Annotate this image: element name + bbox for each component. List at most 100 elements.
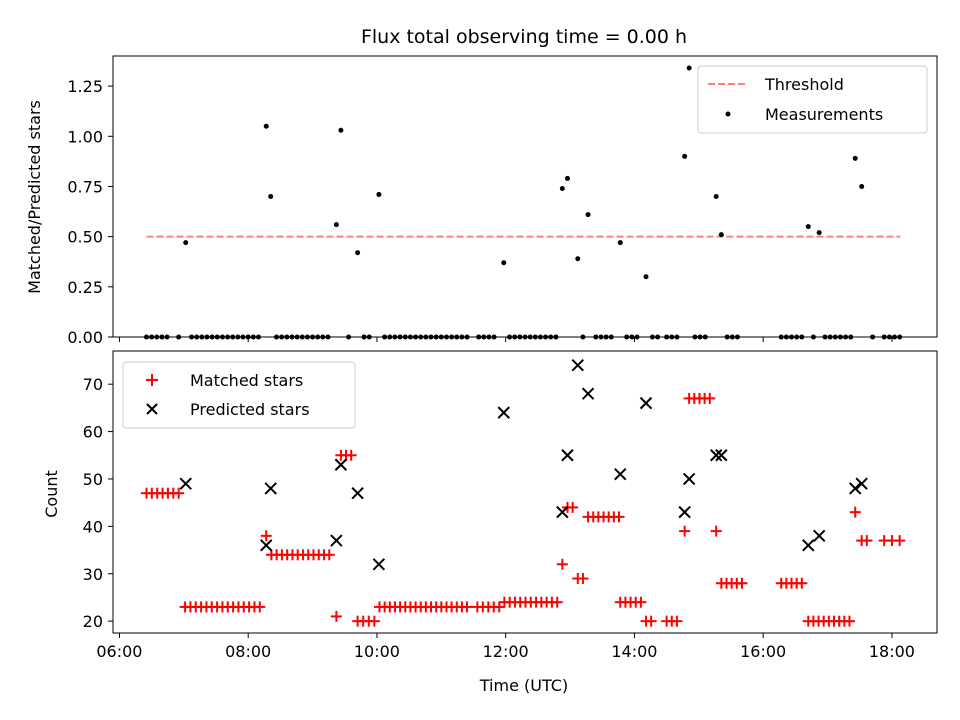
matched-star-marker (556, 558, 568, 570)
top-y-tick-label: 0.00 (67, 328, 103, 347)
predicted-star-marker (614, 468, 627, 481)
matched-star-marker (645, 615, 657, 627)
predicted-star-marker (849, 482, 862, 495)
legend-matched-swatch (146, 374, 158, 386)
matched-star-marker (323, 549, 335, 561)
bottom-x-tick-label: 10:00 (354, 642, 400, 661)
legend-threshold-label: Threshold (764, 75, 844, 94)
predicted-star-marker (556, 505, 569, 519)
measurement-point (585, 212, 591, 218)
matched-star-marker (260, 530, 272, 542)
bottom-y-tick-label: 60 (83, 423, 103, 442)
bottom-x-tick-label: 12:00 (483, 642, 529, 661)
predicted-star-marker (351, 486, 364, 500)
matched-star-marker (843, 615, 855, 627)
measurement-point (718, 232, 724, 238)
legend-predicted-label: Predicted stars (190, 400, 310, 419)
predicted-star-marker (334, 458, 348, 471)
predicted-star-marker (855, 477, 868, 490)
bottom-legend: Matched stars Predicted stars (122, 361, 356, 429)
predicted-star-marker (497, 406, 510, 419)
predicted-star-marker (372, 558, 386, 571)
top-y-tick-label: 0.25 (67, 278, 103, 297)
bottom-y-tick-label: 40 (83, 517, 103, 536)
measurement-point (617, 240, 623, 246)
matched-star-marker (577, 572, 589, 584)
predicted-star-marker (682, 472, 696, 486)
matched-star-marker (330, 610, 342, 622)
measurement-point (805, 224, 811, 230)
predicted-star-marker (715, 449, 728, 462)
predicted-star-marker (581, 387, 595, 400)
measurement-point (643, 274, 649, 280)
predicted-star-marker (678, 505, 691, 519)
predicted-star-marker (639, 396, 653, 410)
matched-star-marker (849, 506, 861, 518)
measurement-point (852, 155, 858, 161)
predicted-star-marker (179, 477, 192, 490)
top-y-tick-label: 1.25 (67, 77, 103, 96)
matched-star-marker (679, 525, 691, 537)
matched-star-marker (635, 596, 647, 608)
matched-star-marker (173, 487, 185, 499)
measurement-point (376, 191, 382, 197)
bottom-x-tick-label: 08:00 (225, 642, 271, 661)
measurement-point (333, 222, 339, 228)
matched-star-marker (710, 525, 722, 537)
top-plot-area (143, 65, 903, 340)
measurement-point (559, 185, 565, 191)
matched-star-marker (461, 601, 473, 613)
measurement-point (575, 256, 581, 262)
bottom-x-tick-label: 06:00 (96, 642, 142, 661)
bottom-legend-frame (122, 361, 356, 429)
matched-star-marker (671, 615, 683, 627)
matched-star-marker (861, 535, 873, 547)
top-y-tick-label: 0.75 (67, 177, 103, 196)
bottom-y-tick-label: 30 (83, 565, 103, 584)
measurement-point (338, 127, 344, 133)
measurement-point (268, 194, 274, 199)
top-y-axis-label: Matched/Predicted stars (25, 100, 44, 294)
predicted-star-marker (561, 449, 574, 462)
matched-star-marker (345, 449, 357, 461)
measurement-point (263, 123, 269, 129)
bottom-x-tick-label: 14:00 (611, 642, 657, 661)
matched-star-marker (254, 601, 266, 613)
measurement-point (859, 183, 865, 189)
bottom-x-tick-label: 16:00 (740, 642, 786, 661)
matched-star-marker (704, 392, 716, 404)
measurement-point (682, 153, 688, 159)
predicted-star-marker (709, 449, 723, 462)
matched-star-marker (368, 615, 380, 627)
measurement-point (501, 260, 507, 266)
predicted-star-marker (260, 539, 273, 552)
top-legend: Threshold Measurements (697, 65, 928, 134)
legend-measurements-swatch (725, 111, 731, 117)
matched-star-marker (551, 596, 563, 608)
measurement-point (713, 194, 719, 199)
measurement-point (564, 175, 570, 181)
bottom-y-axis-label: Count (42, 470, 61, 518)
matched-star-marker (894, 535, 906, 547)
legend-measurements-label: Measurements (765, 105, 883, 124)
measurement-point (816, 230, 822, 236)
predicted-star-marker (264, 482, 277, 495)
predicted-star-marker (330, 534, 343, 547)
top-axes-frame (112, 55, 938, 338)
predicted-star-marker (812, 529, 826, 543)
bottom-x-tick-label: 18:00 (869, 642, 915, 661)
bottom-axes-frame (112, 350, 938, 634)
bottom-y-tick-label: 50 (83, 470, 103, 489)
top-y-tick-label: 1.00 (67, 127, 103, 146)
bottom-y-tick-label: 70 (83, 375, 103, 394)
predicted-star-marker (571, 359, 584, 372)
top-y-tick-label: 0.50 (67, 228, 103, 247)
measurement-point (183, 240, 189, 246)
legend-predicted-swatch (146, 403, 158, 415)
bottom-plot-area (140, 359, 906, 627)
predicted-star-marker (802, 539, 815, 552)
matched-star-marker (493, 601, 505, 613)
measurement-point (355, 250, 361, 256)
bottom-y-tick-label: 20 (83, 612, 103, 631)
